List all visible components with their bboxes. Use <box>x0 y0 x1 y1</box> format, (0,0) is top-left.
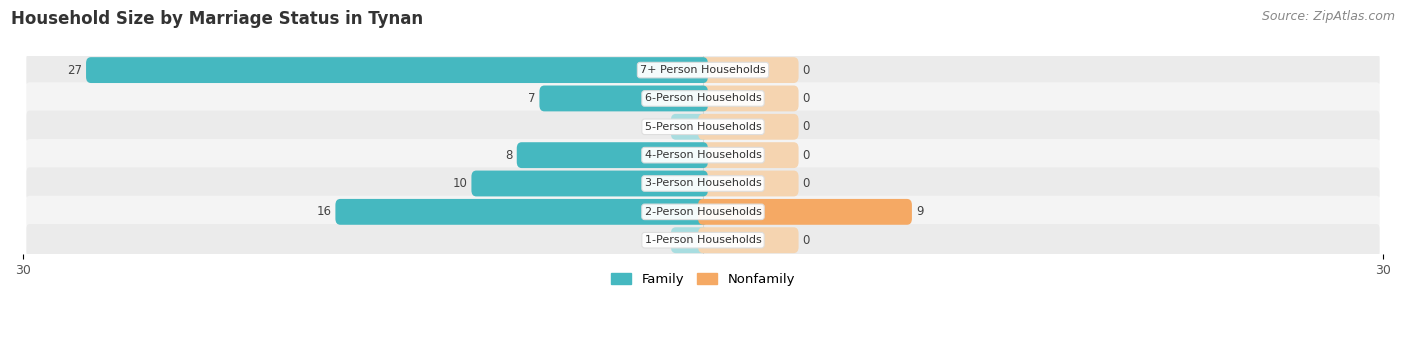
Text: 0: 0 <box>803 63 810 77</box>
Text: Source: ZipAtlas.com: Source: ZipAtlas.com <box>1261 10 1395 23</box>
FancyBboxPatch shape <box>671 227 707 253</box>
Text: 10: 10 <box>453 177 467 190</box>
FancyBboxPatch shape <box>699 114 799 140</box>
FancyBboxPatch shape <box>699 86 799 112</box>
FancyBboxPatch shape <box>27 167 1379 200</box>
FancyBboxPatch shape <box>540 86 707 112</box>
Text: 6-Person Households: 6-Person Households <box>644 93 762 103</box>
Text: 1-Person Households: 1-Person Households <box>644 235 762 245</box>
FancyBboxPatch shape <box>27 82 1379 115</box>
Text: 0: 0 <box>803 177 810 190</box>
FancyBboxPatch shape <box>27 224 1379 256</box>
Text: 0: 0 <box>685 234 692 247</box>
Text: 3-Person Households: 3-Person Households <box>644 178 762 189</box>
Text: 2-Person Households: 2-Person Households <box>644 207 762 217</box>
Text: 0: 0 <box>803 149 810 162</box>
FancyBboxPatch shape <box>699 227 799 253</box>
Text: 7: 7 <box>527 92 536 105</box>
Legend: Family, Nonfamily: Family, Nonfamily <box>606 268 800 292</box>
Text: 7+ Person Households: 7+ Person Households <box>640 65 766 75</box>
FancyBboxPatch shape <box>86 57 707 83</box>
Text: 4-Person Households: 4-Person Households <box>644 150 762 160</box>
Text: 8: 8 <box>505 149 513 162</box>
FancyBboxPatch shape <box>336 199 707 225</box>
Text: 0: 0 <box>803 234 810 247</box>
Text: 9: 9 <box>917 205 924 218</box>
Text: 5-Person Households: 5-Person Households <box>644 122 762 132</box>
Text: 27: 27 <box>67 63 82 77</box>
FancyBboxPatch shape <box>27 54 1379 86</box>
Text: Household Size by Marriage Status in Tynan: Household Size by Marriage Status in Tyn… <box>11 10 423 28</box>
FancyBboxPatch shape <box>699 170 799 196</box>
FancyBboxPatch shape <box>699 142 799 168</box>
Text: 16: 16 <box>316 205 332 218</box>
FancyBboxPatch shape <box>699 57 799 83</box>
FancyBboxPatch shape <box>27 110 1379 143</box>
FancyBboxPatch shape <box>671 114 707 140</box>
FancyBboxPatch shape <box>471 170 707 196</box>
Text: 0: 0 <box>803 92 810 105</box>
Text: 0: 0 <box>685 120 692 133</box>
FancyBboxPatch shape <box>517 142 707 168</box>
FancyBboxPatch shape <box>27 139 1379 171</box>
FancyBboxPatch shape <box>27 196 1379 228</box>
FancyBboxPatch shape <box>699 199 912 225</box>
Text: 0: 0 <box>803 120 810 133</box>
